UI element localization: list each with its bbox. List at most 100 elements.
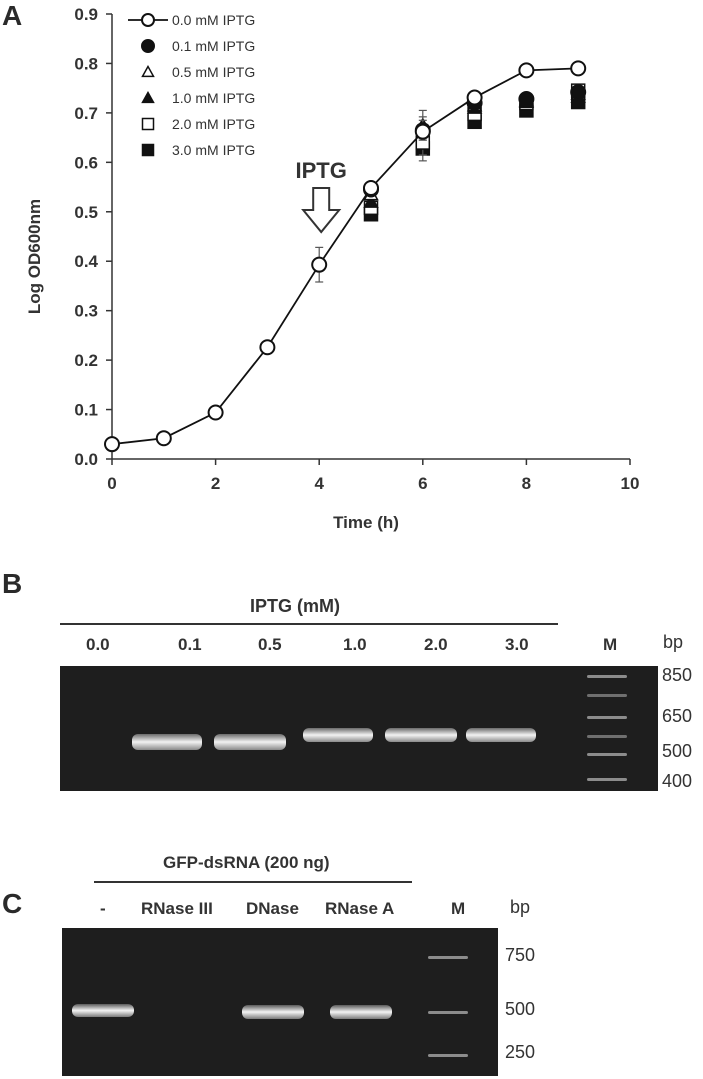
data-point xyxy=(311,256,328,273)
unit-label-c: bp xyxy=(510,897,531,917)
ladder-size-b-500: 500 xyxy=(662,741,693,761)
data-point xyxy=(207,404,224,421)
x-axis-title: Time (h) xyxy=(333,513,399,532)
lane-label-b-0: 0.0 xyxy=(86,635,110,654)
lane-label-b-2: 0.5 xyxy=(258,635,282,654)
legend-label: 3.0 mM IPTG xyxy=(172,142,255,158)
y-tick-label: 0.9 xyxy=(74,5,98,24)
data-point xyxy=(363,193,379,208)
lane-label-b-3: 1.0 xyxy=(343,635,367,654)
ladder-size-c-250: 250 xyxy=(505,1042,536,1062)
data-point xyxy=(259,339,276,356)
agarose-gel-c xyxy=(62,928,498,1076)
y-tick-label: 0.8 xyxy=(74,54,98,73)
legend-label: 2.0 mM IPTG xyxy=(172,116,255,132)
unit-label-b: bp xyxy=(663,632,684,652)
marker-label-b: M xyxy=(603,635,618,654)
legend-entry: 0.0 mM IPTG xyxy=(128,12,255,28)
data-point xyxy=(570,84,587,101)
panel-c-letter: C xyxy=(2,888,23,919)
y-tick-label: 0.0 xyxy=(74,450,98,469)
y-tick-label: 0.4 xyxy=(74,252,98,271)
ladder-size-b-850: 850 xyxy=(662,665,693,685)
ladder-size-c-750: 750 xyxy=(505,945,536,965)
data-point xyxy=(414,123,431,140)
y-tick-label: 0.3 xyxy=(74,302,98,321)
data-point xyxy=(466,89,483,106)
y-axis-title: Log OD600nm xyxy=(25,199,44,314)
panel-a-letter: A xyxy=(2,0,23,31)
band-b-1 xyxy=(132,734,202,750)
data-point xyxy=(518,91,535,108)
y-tick-label: 0.5 xyxy=(74,203,98,222)
lane-label-c-0: - xyxy=(100,899,106,918)
iptg-group-rule xyxy=(60,623,558,625)
ladder-b-750 xyxy=(587,694,627,697)
band-b-3 xyxy=(303,728,373,742)
ladder-size-c-500: 500 xyxy=(505,999,536,1019)
marker-label-c: M xyxy=(451,899,466,918)
x-tick-label: 10 xyxy=(621,474,640,493)
legend-marker xyxy=(141,13,155,27)
legend-label: 0.0 mM IPTG xyxy=(172,12,255,28)
legend-entry: 2.0 mM IPTG xyxy=(141,116,255,132)
legend-entry: 3.0 mM IPTG xyxy=(141,142,255,158)
dsrna-group-label: GFP-dsRNA (200 ng) xyxy=(163,853,330,872)
x-tick-label: 0 xyxy=(107,474,116,493)
y-tick-label: 0.1 xyxy=(74,401,98,420)
legend-marker xyxy=(141,117,155,131)
ladder-b-400 xyxy=(587,778,627,781)
panel-b-letter: B xyxy=(2,568,23,599)
ladder-c-750 xyxy=(428,956,468,959)
ladder-b-650 xyxy=(587,716,627,719)
legend-entry: 0.5 mM IPTG xyxy=(141,64,255,80)
lane-label-c-3: RNase A xyxy=(325,899,395,918)
ladder-b-850 xyxy=(587,675,627,678)
legend-label: 0.1 mM IPTG xyxy=(172,38,255,54)
ladder-c-500 xyxy=(428,1011,468,1014)
legend-marker xyxy=(141,64,155,78)
ladder-c-250 xyxy=(428,1054,468,1057)
legend-marker xyxy=(141,90,155,104)
down-arrow-icon xyxy=(301,187,342,234)
series-line xyxy=(111,67,579,446)
data-point xyxy=(155,430,172,447)
x-tick-label: 6 xyxy=(418,474,427,493)
band-c-2 xyxy=(242,1005,304,1019)
legend-label: 1.0 mM IPTG xyxy=(172,90,255,106)
iptg-annotation-label: IPTG xyxy=(296,158,347,183)
band-c-3 xyxy=(330,1005,392,1019)
ladder-size-b-650: 650 xyxy=(662,706,693,726)
data-point xyxy=(570,60,587,77)
y-tick-label: 0.7 xyxy=(74,104,98,123)
lane-label-b-5: 3.0 xyxy=(505,635,529,654)
band-c-0 xyxy=(72,1004,134,1017)
growth-curve-chart: 0.0 0.1 0.2 0.3 0.4 0.5 0.6 0.7 0.8 0.9 0 2 4 6 8 10 Tim… xyxy=(25,5,640,532)
ladder-b-500 xyxy=(587,753,627,756)
lane-label-b-1: 0.1 xyxy=(178,635,202,654)
ladder-size-b-400: 400 xyxy=(662,771,693,791)
x-tick-label: 4 xyxy=(314,474,324,493)
agarose-gel-b xyxy=(60,666,658,791)
iptg-group-label: IPTG (mM) xyxy=(250,596,340,616)
y-tick-label: 0.2 xyxy=(74,351,98,370)
legend-entry: 0.1 mM IPTG xyxy=(141,38,255,54)
legend-marker xyxy=(141,39,155,53)
series-0-0-mm-iptg xyxy=(104,60,587,453)
lane-label-c-1: RNase III xyxy=(141,899,213,918)
x-tick-label: 2 xyxy=(211,474,220,493)
data-point xyxy=(363,180,379,197)
legend-entry: 1.0 mM IPTG xyxy=(141,90,255,106)
lane-label-c-2: DNase xyxy=(246,899,299,918)
legend-marker xyxy=(141,143,155,157)
ladder-b-550 xyxy=(587,735,627,738)
band-b-5 xyxy=(466,728,536,742)
lane-label-b-4: 2.0 xyxy=(424,635,448,654)
y-tick-label: 0.6 xyxy=(74,153,98,172)
band-b-2 xyxy=(214,734,286,750)
data-point xyxy=(104,436,120,453)
x-tick-label: 8 xyxy=(522,474,531,493)
legend-label: 0.5 mM IPTG xyxy=(172,64,255,80)
dsrna-group-rule xyxy=(94,881,412,883)
data-point xyxy=(518,62,535,79)
